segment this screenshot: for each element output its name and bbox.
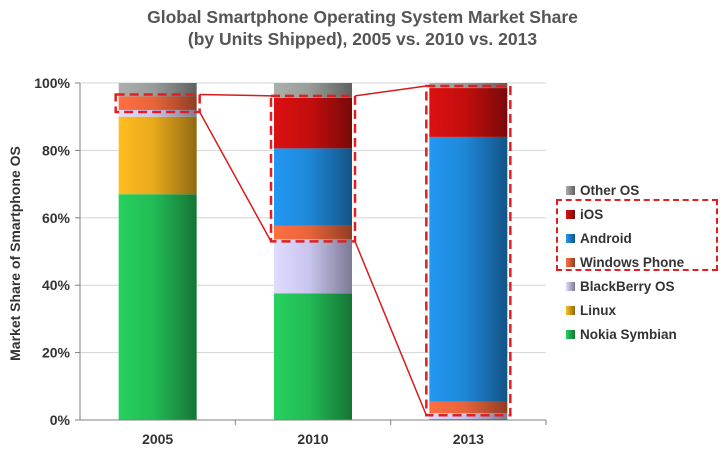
bar-segment-nokia-symbian: [118, 194, 197, 420]
y-tick-label: 20%: [42, 345, 71, 361]
chart-title-line-1: Global Smartphone Operating System Marke…: [147, 7, 578, 27]
highlight-box: [269, 94, 357, 243]
connector-line: [354, 85, 427, 97]
legend-label: Other OS: [580, 182, 640, 198]
connector-line: [199, 93, 272, 97]
legend-label: BlackBerry OS: [580, 278, 675, 294]
highlight-box: [114, 93, 201, 114]
legend-swatch: [566, 257, 575, 267]
legend-label: Windows Phone: [580, 254, 685, 270]
chart-title: Global Smartphone Operating System Marke…: [0, 6, 725, 50]
x-tick-label: 2013: [453, 431, 484, 447]
bar-segment-ios: [274, 97, 352, 149]
bar-segment-android: [429, 136, 508, 402]
bar-segment-other-os: [274, 83, 352, 98]
legend-item-other-os: Other OS: [566, 179, 639, 201]
legend-item-android: Android: [566, 227, 632, 249]
bar-segment-android: [274, 148, 352, 226]
bars: [118, 83, 508, 420]
bar-segment-blackberry-os: [118, 109, 197, 117]
bar-segment-nokia-symbian: [274, 293, 352, 420]
bar-segment-linux: [118, 116, 197, 195]
y-axis-title: Market Share of Smartphone OS: [7, 146, 23, 361]
y-tick-label: 40%: [42, 277, 71, 293]
bar-segment-nokia-symbian: [429, 418, 508, 420]
legend-item-nokia-symbian: Nokia Symbian: [566, 323, 677, 345]
y-tick-label: 80%: [42, 142, 71, 158]
legend-swatch: [566, 329, 575, 339]
legend-item-blackberry-os: BlackBerry OS: [566, 275, 675, 297]
legend-item-ios: iOS: [566, 203, 603, 225]
legend-swatch: [566, 305, 575, 315]
x-tick-label: 2005: [142, 431, 173, 447]
y-tick-label: 60%: [42, 210, 71, 226]
legend-label: iOS: [580, 206, 604, 222]
legend-swatch: [566, 185, 575, 195]
legend-swatch: [566, 233, 575, 243]
bar-segment-ios: [429, 88, 508, 137]
bar-segment-windows-phone: [274, 225, 352, 240]
bar-segment-windows-phone: [118, 96, 197, 110]
legend-highlight-box: [556, 199, 718, 271]
x-tick-label: 2010: [297, 431, 328, 447]
legend-label: Linux: [580, 302, 616, 318]
legend-label: Nokia Symbian: [580, 326, 677, 342]
connector-line: [199, 111, 272, 242]
bar-segment-blackberry-os: [274, 239, 352, 294]
legend-item-windows-phone: Windows Phone: [566, 251, 684, 273]
legend-swatch: [566, 209, 575, 219]
y-tick-label: 100%: [34, 75, 70, 91]
legend-item-linux: Linux: [566, 299, 616, 321]
bar-segment-windows-phone: [429, 401, 508, 414]
legend-swatch: [566, 281, 575, 291]
highlight-annotations: [114, 84, 512, 417]
y-tick-label: 0%: [50, 412, 71, 428]
legend-label: Android: [580, 230, 632, 246]
bar-segment-other-os: [118, 83, 197, 97]
axes: 0% 20% 40% 60% 80% 100% 2005 2010 2013 Market Sha…: [7, 75, 547, 447]
highlight-box: [425, 84, 512, 417]
chart-title-line-2: (by Units Shipped), 2005 vs. 2010 vs. 20…: [187, 29, 538, 49]
connector-line: [354, 241, 428, 416]
